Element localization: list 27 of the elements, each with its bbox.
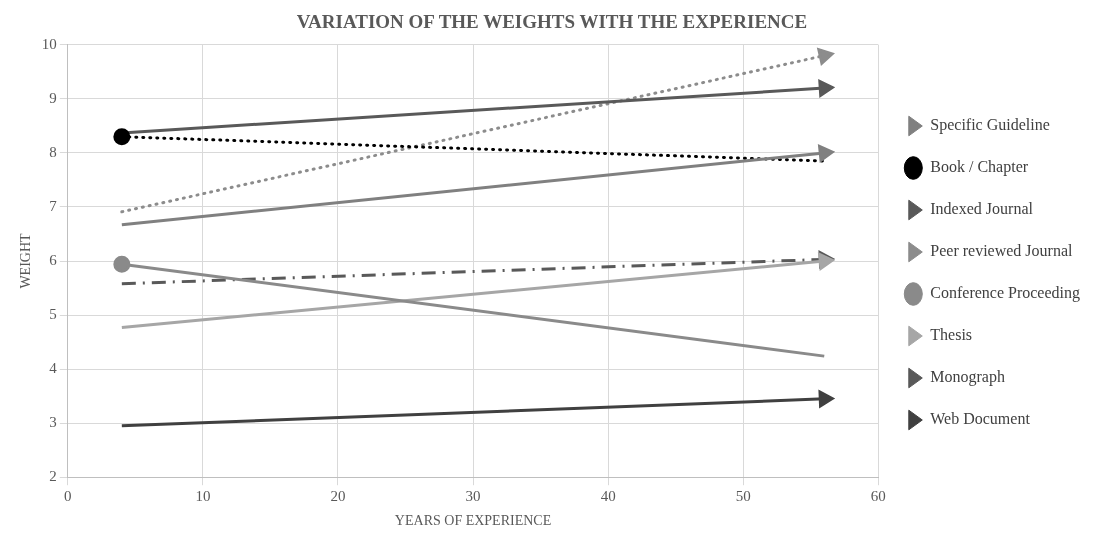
- y-tick-label: 6: [49, 251, 58, 268]
- x-tick-label: 10: [195, 488, 211, 505]
- legend-label: Peer reviewed Journal: [930, 242, 1074, 260]
- y-axis-title: WEIGHT: [18, 232, 34, 289]
- chart-title: VARIATION OF THE WEIGHTS WITH THE EXPERIENCE: [296, 11, 808, 33]
- legend-label: Thesis: [930, 326, 973, 344]
- y-tick-label: 10: [41, 35, 57, 52]
- x-tick-label: 60: [870, 488, 886, 505]
- x-tick-label: 50: [735, 488, 751, 505]
- legend-label: Book / Chapter: [930, 158, 1029, 177]
- y-tick-label: 9: [49, 89, 57, 106]
- y-tick-label: 4: [49, 360, 58, 377]
- x-axis-title: YEARS OF EXPERIENCE: [394, 513, 552, 529]
- y-tick-label: 3: [49, 414, 57, 431]
- legend-label: Indexed Journal: [930, 200, 1034, 218]
- y-tick-label: 8: [49, 143, 57, 160]
- x-tick-label: 20: [330, 488, 346, 505]
- legend-label: Web Document: [930, 410, 1031, 428]
- legend-label: Specific Guideline: [930, 116, 1050, 135]
- y-tick-label: 5: [49, 305, 57, 322]
- y-tick-label: 2: [49, 468, 57, 485]
- legend-label: Conference Proceeding: [930, 284, 1081, 303]
- y-tick-label: 7: [49, 197, 58, 214]
- x-tick-label: 40: [600, 488, 616, 505]
- legend-label: Monograph: [930, 368, 1005, 387]
- x-tick-label: 30: [465, 488, 481, 505]
- x-tick-label: 0: [64, 488, 72, 505]
